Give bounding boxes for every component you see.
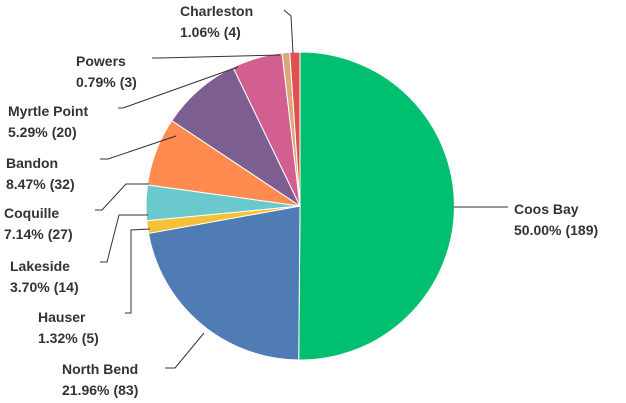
leader-line-charleston [283,9,294,54]
slice-label-count: (83) [113,382,138,398]
slice-label-count: (5) [82,330,99,346]
leader-line-powers [152,54,281,59]
slice-label-percent: 8.47% [6,176,46,192]
slice-label-name: Myrtle Point [8,103,88,119]
pie-slice-north-bend [147,205,301,361]
slice-label-hauser: Hauser 1.32% (5) [38,309,99,346]
slice-label-percent: 1.06% [180,24,220,40]
leader-line-bandon [100,135,177,160]
pie-slice-charleston [289,51,301,207]
slice-label-percent: 21.96% [62,382,110,398]
slice-label-count: (32) [50,176,75,192]
slice-label-bandon: Bandon 8.47% (32) [6,155,75,192]
slice-label-powers: Powers 0.79% (3) [76,53,137,90]
slice-label-percent: 5.29% [8,124,48,140]
slice-label-count: (3) [120,74,137,90]
leader-line-coquille [95,183,149,211]
leader-line-lakeside [100,214,148,263]
slice-label-charleston: Charleston 1.06% (4) [180,3,253,40]
slice-label-name: Coos Bay [514,201,579,217]
slice-label-lakeside: Lakeside 3.70% (14) [10,258,79,295]
slice-label-name: Hauser [38,309,86,325]
slice-label-name: Charleston [180,3,253,19]
slice-label-name: Powers [76,53,126,69]
slice-label-coos-bay: Coos Bay 50.00% (189) [514,201,598,238]
slice-label-count: (189) [565,222,598,238]
slice-label-name: Lakeside [10,258,70,274]
slice-label-percent: 1.32% [38,330,78,346]
slice-label-coquille: Coquille 7.14% (27) [4,205,73,242]
slice-label-name: North Bend [62,361,138,377]
leader-lines [95,9,508,369]
slice-label-count: (14) [54,279,79,295]
slice-label-percent: 3.70% [10,279,50,295]
pie-slice-coos-bay [298,51,455,361]
slice-label-north-bend: North Bend 21.96% (83) [62,361,138,398]
slice-labels: Coos Bay 50.00% (189) North Bend 21.96% (83) H… [4,3,598,398]
slice-label-name: Bandon [6,155,58,171]
slice-label-count: (27) [48,226,73,242]
slice-label-myrtle-point: Myrtle Point 5.29% (20) [8,103,88,140]
slice-label-percent: 50.00% [514,222,562,238]
slice-label-count: (4) [224,24,241,40]
leader-line-myrtle-point [118,66,239,109]
pie-slices [145,51,455,361]
slice-label-percent: 7.14% [4,226,44,242]
slice-label-name: Coquille [4,205,59,221]
leader-line-north-bend [165,332,205,369]
leader-line-hauser [125,228,151,314]
slice-label-count: (20) [52,124,77,140]
slice-label-percent: 0.79% [76,74,116,90]
